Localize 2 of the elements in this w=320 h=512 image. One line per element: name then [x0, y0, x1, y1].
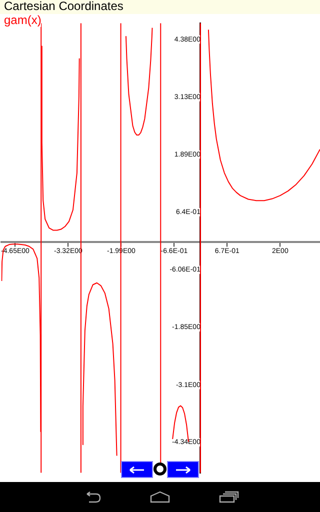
chart-title: Cartesian Coordinates — [4, 0, 124, 13]
series-label: gam(x) — [4, 13, 42, 27]
